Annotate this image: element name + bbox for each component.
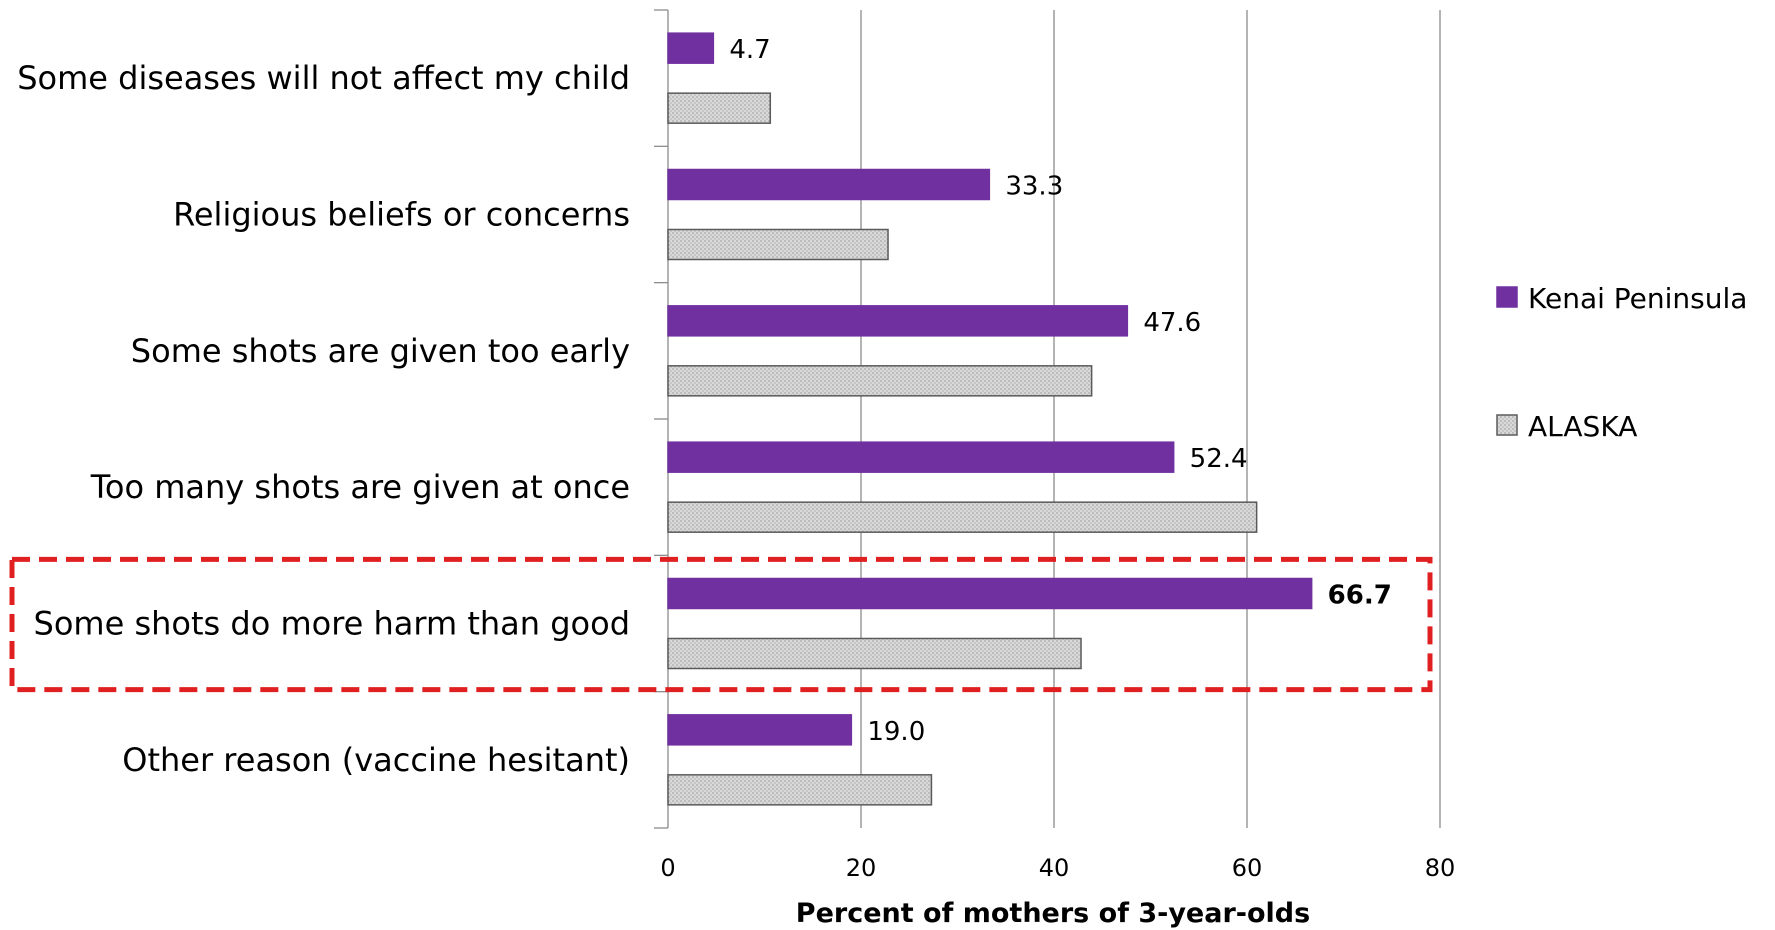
- bar-alaska: [667, 228, 889, 261]
- bar-kenai: [667, 714, 853, 746]
- highlight-box: [9, 556, 1433, 693]
- category-label: Too many shots are given at once: [90, 468, 630, 506]
- x-axis-title: Percent of mothers of 3-year-olds: [796, 898, 1310, 929]
- bars: [667, 32, 1313, 806]
- data-label: 33.3: [1005, 172, 1063, 202]
- category-label: Some shots do more harm than good: [34, 605, 630, 643]
- data-label: 4.7: [729, 35, 770, 65]
- data-label: 66.7: [1328, 581, 1392, 611]
- legend-swatch-alaska: [1496, 414, 1518, 436]
- bar-alaska: [667, 92, 772, 124]
- bar-kenai: [667, 168, 991, 201]
- data-label: 52.4: [1190, 444, 1248, 474]
- legend-swatch-kenai: [1496, 286, 1518, 308]
- highlight: [9, 556, 1433, 693]
- bar-alaska: [667, 774, 933, 806]
- legend: Kenai Peninsula ALASKA: [1496, 282, 1747, 443]
- legend-label: Kenai Peninsula: [1528, 282, 1747, 315]
- x-tick-label: 20: [846, 854, 877, 882]
- data-label: 47.6: [1143, 308, 1201, 338]
- bar-alaska: [667, 637, 1082, 670]
- category-label: Some diseases will not affect my child: [17, 59, 630, 97]
- x-tick-label: 80: [1425, 854, 1456, 882]
- bar-kenai: [667, 305, 1129, 337]
- labels: 0 20 40 60 80 Some diseases will not affect m…: [17, 35, 1455, 882]
- x-tick-label: 60: [1232, 854, 1263, 882]
- bar-alaska: [667, 365, 1093, 397]
- gridlines: [860, 10, 1441, 828]
- category-label: Other reason (vaccine hesitant): [122, 741, 630, 779]
- category-label: Some shots are given too early: [131, 332, 630, 370]
- x-tick-label: 40: [1039, 854, 1070, 882]
- y-axis: [654, 9, 669, 829]
- x-tick-label: 0: [660, 854, 675, 882]
- bar-alaska: [667, 501, 1258, 533]
- data-label: 19.0: [867, 717, 925, 747]
- bar-kenai: [667, 32, 715, 64]
- category-label: Religious beliefs or concerns: [173, 196, 630, 234]
- legend-label: ALASKA: [1528, 410, 1637, 443]
- bar-kenai: [667, 577, 1313, 610]
- bar-kenai: [667, 441, 1175, 473]
